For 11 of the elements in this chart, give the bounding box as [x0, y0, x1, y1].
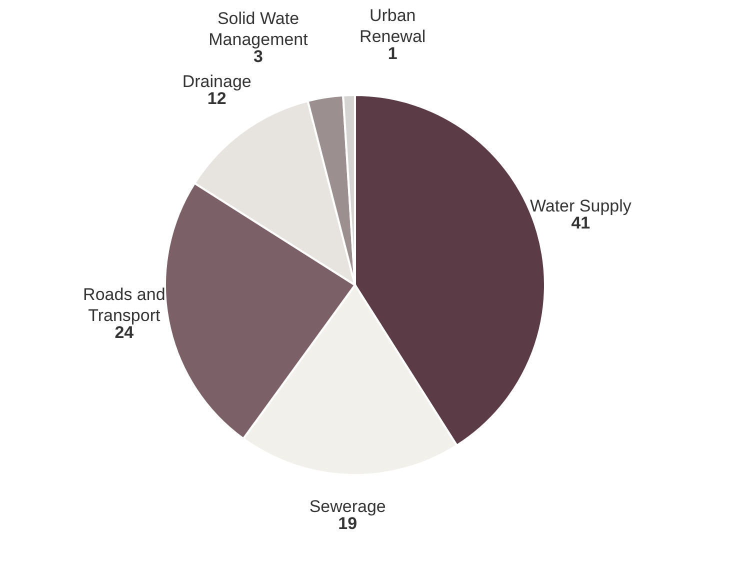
- slice-label: Water Supply: [530, 196, 632, 216]
- data-label: 19: [338, 514, 358, 533]
- slice-label: Urban Renewal: [360, 6, 426, 46]
- data-label: 12: [207, 88, 226, 108]
- slice-label: Drainage: [182, 72, 252, 91]
- data-label: 1: [388, 44, 398, 64]
- slice-label: Solid Wate Management: [208, 8, 308, 49]
- slice-label: Sewerage: [309, 496, 386, 516]
- slice-label: Roads and Transport: [83, 285, 166, 326]
- data-label: 24: [114, 323, 134, 342]
- data-label: 41: [571, 213, 590, 232]
